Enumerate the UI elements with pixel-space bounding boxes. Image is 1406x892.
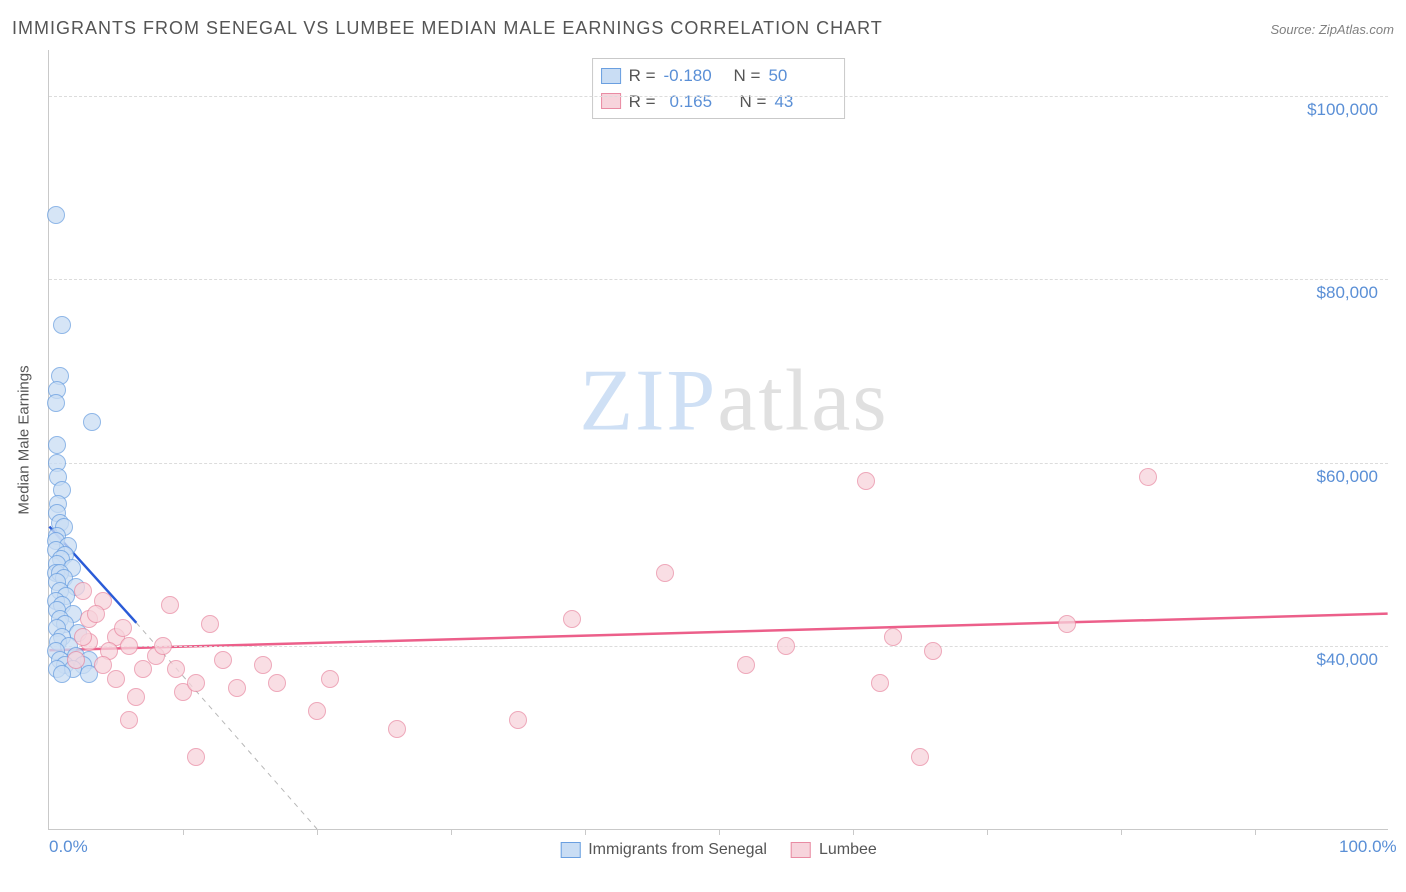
data-point-lumbee	[884, 628, 902, 646]
x-tick-mark	[987, 829, 988, 835]
data-point-senegal	[47, 206, 65, 224]
data-point-lumbee	[187, 748, 205, 766]
data-point-lumbee	[154, 637, 172, 655]
data-point-lumbee	[167, 660, 185, 678]
swatch-lumbee-icon	[791, 842, 811, 858]
data-point-lumbee	[127, 688, 145, 706]
x-tick-mark	[719, 829, 720, 835]
data-point-lumbee	[1139, 468, 1157, 486]
swatch-senegal-icon	[560, 842, 580, 858]
y-tick-label: $40,000	[1317, 650, 1378, 670]
data-point-lumbee	[87, 605, 105, 623]
data-point-lumbee	[120, 637, 138, 655]
gridline	[49, 279, 1388, 280]
data-point-lumbee	[656, 564, 674, 582]
data-point-lumbee	[268, 674, 286, 692]
data-point-lumbee	[924, 642, 942, 660]
data-point-lumbee	[120, 711, 138, 729]
data-point-lumbee	[161, 596, 179, 614]
data-point-lumbee	[871, 674, 889, 692]
swatch-senegal	[601, 68, 621, 84]
x-tick-label: 0.0%	[49, 837, 88, 857]
gridline	[49, 646, 1388, 647]
x-tick-mark	[585, 829, 586, 835]
stats-row-senegal: R = -0.180 N = 50	[601, 63, 837, 89]
data-point-lumbee	[107, 670, 125, 688]
data-point-lumbee	[321, 670, 339, 688]
data-point-lumbee	[388, 720, 406, 738]
trendlines-layer	[49, 50, 1388, 829]
x-tick-mark	[183, 829, 184, 835]
data-point-lumbee	[67, 651, 85, 669]
data-point-lumbee	[911, 748, 929, 766]
correlation-stats-legend: R = -0.180 N = 50 R = 0.165 N = 43	[592, 58, 846, 119]
data-point-lumbee	[134, 660, 152, 678]
data-point-lumbee	[737, 656, 755, 674]
data-point-lumbee	[777, 637, 795, 655]
data-point-lumbee	[201, 615, 219, 633]
data-point-lumbee	[308, 702, 326, 720]
data-point-lumbee	[857, 472, 875, 490]
x-tick-mark	[317, 829, 318, 835]
gridline	[49, 463, 1388, 464]
y-tick-label: $60,000	[1317, 467, 1378, 487]
data-point-lumbee	[214, 651, 232, 669]
data-point-lumbee	[114, 619, 132, 637]
data-point-lumbee	[563, 610, 581, 628]
legend-item-senegal: Immigrants from Senegal	[560, 841, 767, 859]
x-tick-mark	[451, 829, 452, 835]
scatter-plot-area: ZIPatlas R = -0.180 N = 50 R = 0.165 N =…	[48, 50, 1388, 830]
data-point-senegal	[83, 413, 101, 431]
data-point-lumbee	[254, 656, 272, 674]
data-point-lumbee	[74, 582, 92, 600]
legend-item-lumbee: Lumbee	[791, 841, 877, 859]
stats-row-lumbee: R = 0.165 N = 43	[601, 89, 837, 115]
data-point-senegal	[53, 316, 71, 334]
y-axis-label: Median Male Earnings	[16, 365, 33, 514]
gridline	[49, 96, 1388, 97]
x-tick-label: 100.0%	[1339, 837, 1397, 857]
data-point-lumbee	[74, 628, 92, 646]
data-point-senegal	[47, 394, 65, 412]
chart-title: IMMIGRANTS FROM SENEGAL VS LUMBEE MEDIAN…	[12, 18, 883, 38]
source-attribution: Source: ZipAtlas.com	[1270, 22, 1394, 37]
data-point-lumbee	[228, 679, 246, 697]
data-point-lumbee	[187, 674, 205, 692]
y-tick-label: $80,000	[1317, 283, 1378, 303]
data-point-senegal	[48, 436, 66, 454]
series-legend: Immigrants from Senegal Lumbee	[560, 841, 877, 859]
watermark-text: ZIPatlas	[579, 350, 888, 451]
x-tick-mark	[1121, 829, 1122, 835]
y-tick-label: $100,000	[1307, 100, 1378, 120]
x-tick-mark	[1255, 829, 1256, 835]
x-tick-mark	[853, 829, 854, 835]
data-point-lumbee	[1058, 615, 1076, 633]
data-point-lumbee	[94, 656, 112, 674]
data-point-senegal	[53, 665, 71, 683]
data-point-lumbee	[509, 711, 527, 729]
